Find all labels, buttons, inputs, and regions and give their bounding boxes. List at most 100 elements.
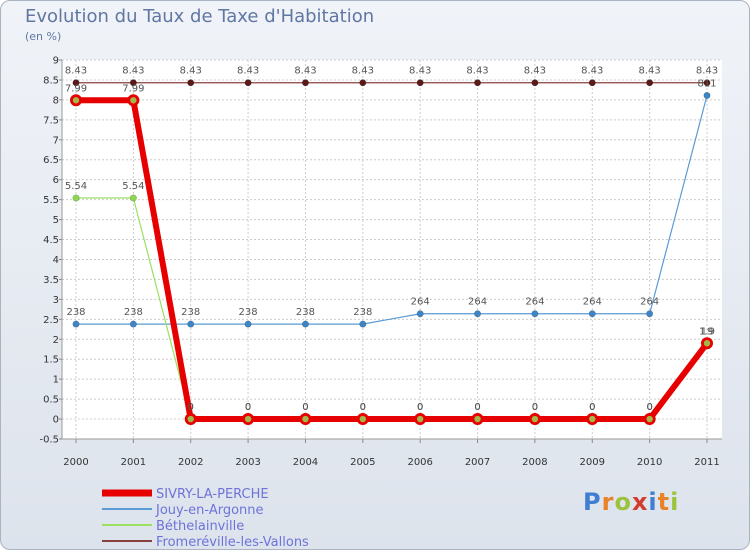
data-label-bethelainville: 0	[245, 402, 251, 413]
data-label-bethelainville: 0	[532, 402, 538, 413]
data-label-bethelainville: 5.54	[122, 181, 144, 192]
data-point-fromereville-les-vallons	[301, 79, 309, 87]
x-tick-label: 2000	[63, 457, 88, 468]
data-point-fromereville-les-vallons	[703, 79, 711, 87]
data-label-fromereville-les-vallons: 8.43	[639, 66, 661, 77]
data-label-bethelainville: 19	[701, 326, 714, 337]
y-tick-label: 7.5	[43, 115, 59, 126]
y-tick-label: -0.5	[39, 435, 59, 446]
data-point-fromereville-les-vallons	[588, 79, 596, 87]
data-label-bethelainville: 5.54	[65, 181, 87, 192]
logo-letter: t	[657, 488, 671, 516]
y-tick-label: 8	[53, 95, 59, 106]
data-point-core-sivry-la-perche	[244, 415, 252, 423]
data-label-fromereville-les-vallons: 8.43	[122, 66, 144, 77]
logo-letter: o	[614, 488, 632, 516]
data-point-fromereville-les-vallons	[129, 79, 137, 87]
data-label-sivry-la-perche: 0	[532, 402, 538, 413]
data-label-fromereville-les-vallons: 8.43	[524, 66, 546, 77]
data-label-jouy-en-argonne: 264	[583, 297, 602, 308]
data-label-fromereville-les-vallons: 8.43	[696, 66, 718, 77]
data-point-fromereville-les-vallons	[646, 79, 654, 87]
data-label-jouy-en-argonne: 238	[181, 307, 200, 318]
data-label-jouy-en-argonne: 238	[239, 307, 258, 318]
x-tick-label: 2011	[694, 457, 719, 468]
data-label-fromereville-les-vallons: 8.43	[294, 66, 316, 77]
data-label-jouy-en-argonne: 264	[525, 297, 544, 308]
logo-letter: P	[583, 488, 602, 516]
data-label-jouy-en-argonne: 238	[353, 307, 372, 318]
legend-label-sivry-la-perche: SIVRY-LA-PERCHE	[156, 487, 269, 502]
data-point-bethelainville	[129, 194, 137, 202]
data-point-jouy-en-argonne	[359, 320, 367, 328]
data-point-jouy-en-argonne	[244, 320, 252, 328]
data-point-jouy-en-argonne	[72, 320, 80, 328]
chart-subtitle: (en %)	[25, 30, 62, 43]
data-point-core-sivry-la-perche	[703, 340, 711, 347]
y-tick-label: 9	[53, 56, 59, 67]
data-label-fromereville-les-vallons: 8.43	[180, 66, 202, 77]
x-tick-label: 2010	[637, 457, 662, 468]
x-tick-label: 2007	[465, 457, 490, 468]
data-label-fromereville-les-vallons: 8.43	[581, 66, 603, 77]
data-label-fromereville-les-vallons: 8.43	[466, 66, 488, 77]
y-tick-label: 3	[53, 295, 59, 306]
data-point-core-sivry-la-perche	[130, 97, 137, 104]
logo-letter: i	[648, 488, 658, 516]
proxiti-logo: Proxiti	[583, 488, 679, 516]
data-label-jouy-en-argonne: 238	[124, 307, 143, 318]
legend-label-fromereville-les-vallons: Fromeréville-les-Vallons	[156, 535, 309, 549]
legend-label-jouy-en-argonne: Jouy-en-Argonne	[155, 503, 264, 518]
data-label-jouy-en-argonne: 264	[468, 297, 487, 308]
data-label-sivry-la-perche: 7.99	[122, 83, 144, 94]
y-tick-label: 0.5	[43, 395, 59, 406]
data-label-fromereville-les-vallons: 8.43	[237, 66, 259, 77]
y-tick-label: 2	[53, 335, 59, 346]
data-point-core-sivry-la-perche	[531, 415, 539, 423]
x-tick-label: 2001	[121, 457, 146, 468]
y-tick-label: 5.5	[43, 195, 59, 206]
data-label-sivry-la-perche: 0	[245, 402, 251, 413]
data-label-jouy-en-argonne: 238	[296, 307, 315, 318]
data-label-sivry-la-perche: 0	[188, 402, 194, 413]
data-label-bethelainville: 0	[417, 402, 423, 413]
data-label-fromereville-les-vallons: 8.43	[409, 66, 431, 77]
data-label-bethelainville: 0	[646, 402, 652, 413]
data-label-sivry-la-perche: 0	[360, 402, 366, 413]
data-point-jouy-en-argonne	[646, 310, 654, 318]
y-tick-label: 7	[53, 135, 59, 146]
data-point-fromereville-les-vallons	[244, 79, 252, 87]
y-tick-label: 8.5	[43, 75, 59, 86]
x-tick-label: 2002	[178, 457, 203, 468]
data-point-jouy-en-argonne	[474, 310, 482, 318]
data-point-core-sivry-la-perche	[589, 415, 596, 423]
data-point-bethelainville	[72, 194, 80, 202]
y-tick-label: 1.5	[43, 355, 59, 366]
x-tick-label: 2006	[407, 457, 432, 468]
data-point-core-sivry-la-perche	[72, 97, 80, 104]
data-point-jouy-en-argonne	[588, 310, 596, 318]
data-point-fromereville-les-vallons	[359, 79, 367, 87]
data-label-bethelainville: 0	[474, 402, 480, 413]
y-tick-label: 3.5	[43, 275, 59, 286]
x-tick-label: 2009	[580, 457, 605, 468]
y-tick-label: 5	[53, 215, 59, 226]
data-point-jouy-en-argonne	[301, 320, 309, 328]
data-label-sivry-la-perche: 0	[474, 402, 480, 413]
x-tick-label: 2003	[235, 457, 260, 468]
logo-letter: x	[631, 488, 649, 516]
legend-label-bethelainville: Béthelainville	[156, 519, 244, 534]
data-point-core-sivry-la-perche	[416, 415, 424, 423]
data-point-jouy-en-argonne	[187, 320, 195, 328]
series-line-sivry-la-perche	[73, 97, 710, 423]
data-label-bethelainville: 0	[589, 402, 595, 413]
data-label-jouy-en-argonne: 238	[66, 307, 85, 318]
data-label-fromereville-les-vallons: 8.43	[65, 66, 87, 77]
x-tick-label: 2005	[350, 457, 375, 468]
data-point-jouy-en-argonne	[703, 92, 711, 100]
plot-area	[62, 60, 722, 439]
data-label-sivry-la-perche: 0	[417, 402, 423, 413]
data-label-sivry-la-perche: 7.99	[65, 83, 87, 94]
